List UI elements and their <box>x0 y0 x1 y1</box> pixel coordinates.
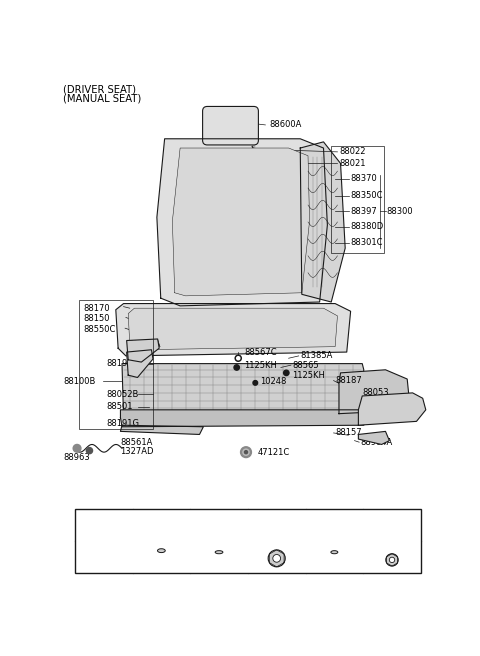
Text: 88561A: 88561A <box>120 438 153 447</box>
Polygon shape <box>116 304 350 356</box>
Text: 1125KH: 1125KH <box>244 361 277 371</box>
Text: 1123LE: 1123LE <box>318 520 350 529</box>
Polygon shape <box>120 410 366 427</box>
Text: 1129DB: 1129DB <box>144 520 179 529</box>
Text: 88053: 88053 <box>362 388 389 398</box>
Text: 88397: 88397 <box>350 207 377 216</box>
Polygon shape <box>172 148 310 296</box>
Ellipse shape <box>331 550 338 554</box>
Text: 47121C: 47121C <box>258 447 290 457</box>
Text: 88191G: 88191G <box>107 419 140 428</box>
Text: 81385A: 81385A <box>300 352 333 360</box>
Circle shape <box>240 447 252 458</box>
Bar <box>75 509 421 573</box>
Text: 1243KD: 1243KD <box>202 520 236 529</box>
Text: 88904A: 88904A <box>360 438 393 447</box>
Text: 88100B: 88100B <box>64 377 96 386</box>
Text: 88187: 88187 <box>335 376 362 385</box>
Polygon shape <box>300 142 345 302</box>
Circle shape <box>86 447 93 454</box>
Circle shape <box>253 380 258 385</box>
Circle shape <box>268 550 285 567</box>
Text: (MANUAL SEAT): (MANUAL SEAT) <box>63 93 141 104</box>
Polygon shape <box>127 339 159 362</box>
Ellipse shape <box>215 550 223 554</box>
Ellipse shape <box>157 548 165 552</box>
Text: 88565: 88565 <box>292 361 319 370</box>
Polygon shape <box>127 350 153 377</box>
Circle shape <box>284 370 289 375</box>
Polygon shape <box>157 139 327 306</box>
Polygon shape <box>122 363 364 425</box>
Circle shape <box>73 445 81 452</box>
Text: 88052B: 88052B <box>107 390 139 399</box>
Text: (DRIVER SEAT): (DRIVER SEAT) <box>63 85 136 95</box>
Text: 88370: 88370 <box>350 174 377 183</box>
Polygon shape <box>359 393 426 425</box>
Polygon shape <box>128 308 337 350</box>
Text: 88157: 88157 <box>335 428 362 438</box>
Circle shape <box>237 357 240 359</box>
Circle shape <box>235 355 241 361</box>
Polygon shape <box>359 432 389 445</box>
Text: 88193C: 88193C <box>107 359 139 368</box>
Circle shape <box>243 449 249 455</box>
Text: 1339BC: 1339BC <box>260 520 294 529</box>
Text: 1125KH: 1125KH <box>292 371 325 380</box>
Text: 10248: 10248 <box>260 377 287 386</box>
Text: 88567C: 88567C <box>244 348 277 357</box>
Bar <box>79 300 153 429</box>
Text: 88170: 88170 <box>83 304 110 313</box>
Polygon shape <box>120 425 204 434</box>
Circle shape <box>389 557 395 563</box>
Text: 88300: 88300 <box>386 207 413 216</box>
Text: 88021: 88021 <box>339 159 365 168</box>
Text: 88550C: 88550C <box>83 325 116 335</box>
Text: 1327AD: 1327AD <box>120 447 154 456</box>
Bar <box>331 146 384 253</box>
Text: 88022: 88022 <box>339 148 365 156</box>
Circle shape <box>234 365 240 370</box>
Text: 88163A: 88163A <box>128 340 161 349</box>
Text: 88501: 88501 <box>107 402 133 411</box>
Circle shape <box>273 554 281 562</box>
Circle shape <box>244 451 248 454</box>
Polygon shape <box>339 370 409 414</box>
Text: 88150: 88150 <box>83 314 110 323</box>
Text: 88301C: 88301C <box>350 238 383 247</box>
Text: 00824: 00824 <box>90 520 118 529</box>
Circle shape <box>386 554 398 566</box>
FancyBboxPatch shape <box>203 106 258 145</box>
Text: 88350C: 88350C <box>350 192 383 200</box>
Text: 88380D: 88380D <box>350 222 384 231</box>
Text: 1310CA: 1310CA <box>375 520 409 529</box>
Text: 88600A: 88600A <box>269 121 301 129</box>
Text: 88963: 88963 <box>63 453 90 462</box>
